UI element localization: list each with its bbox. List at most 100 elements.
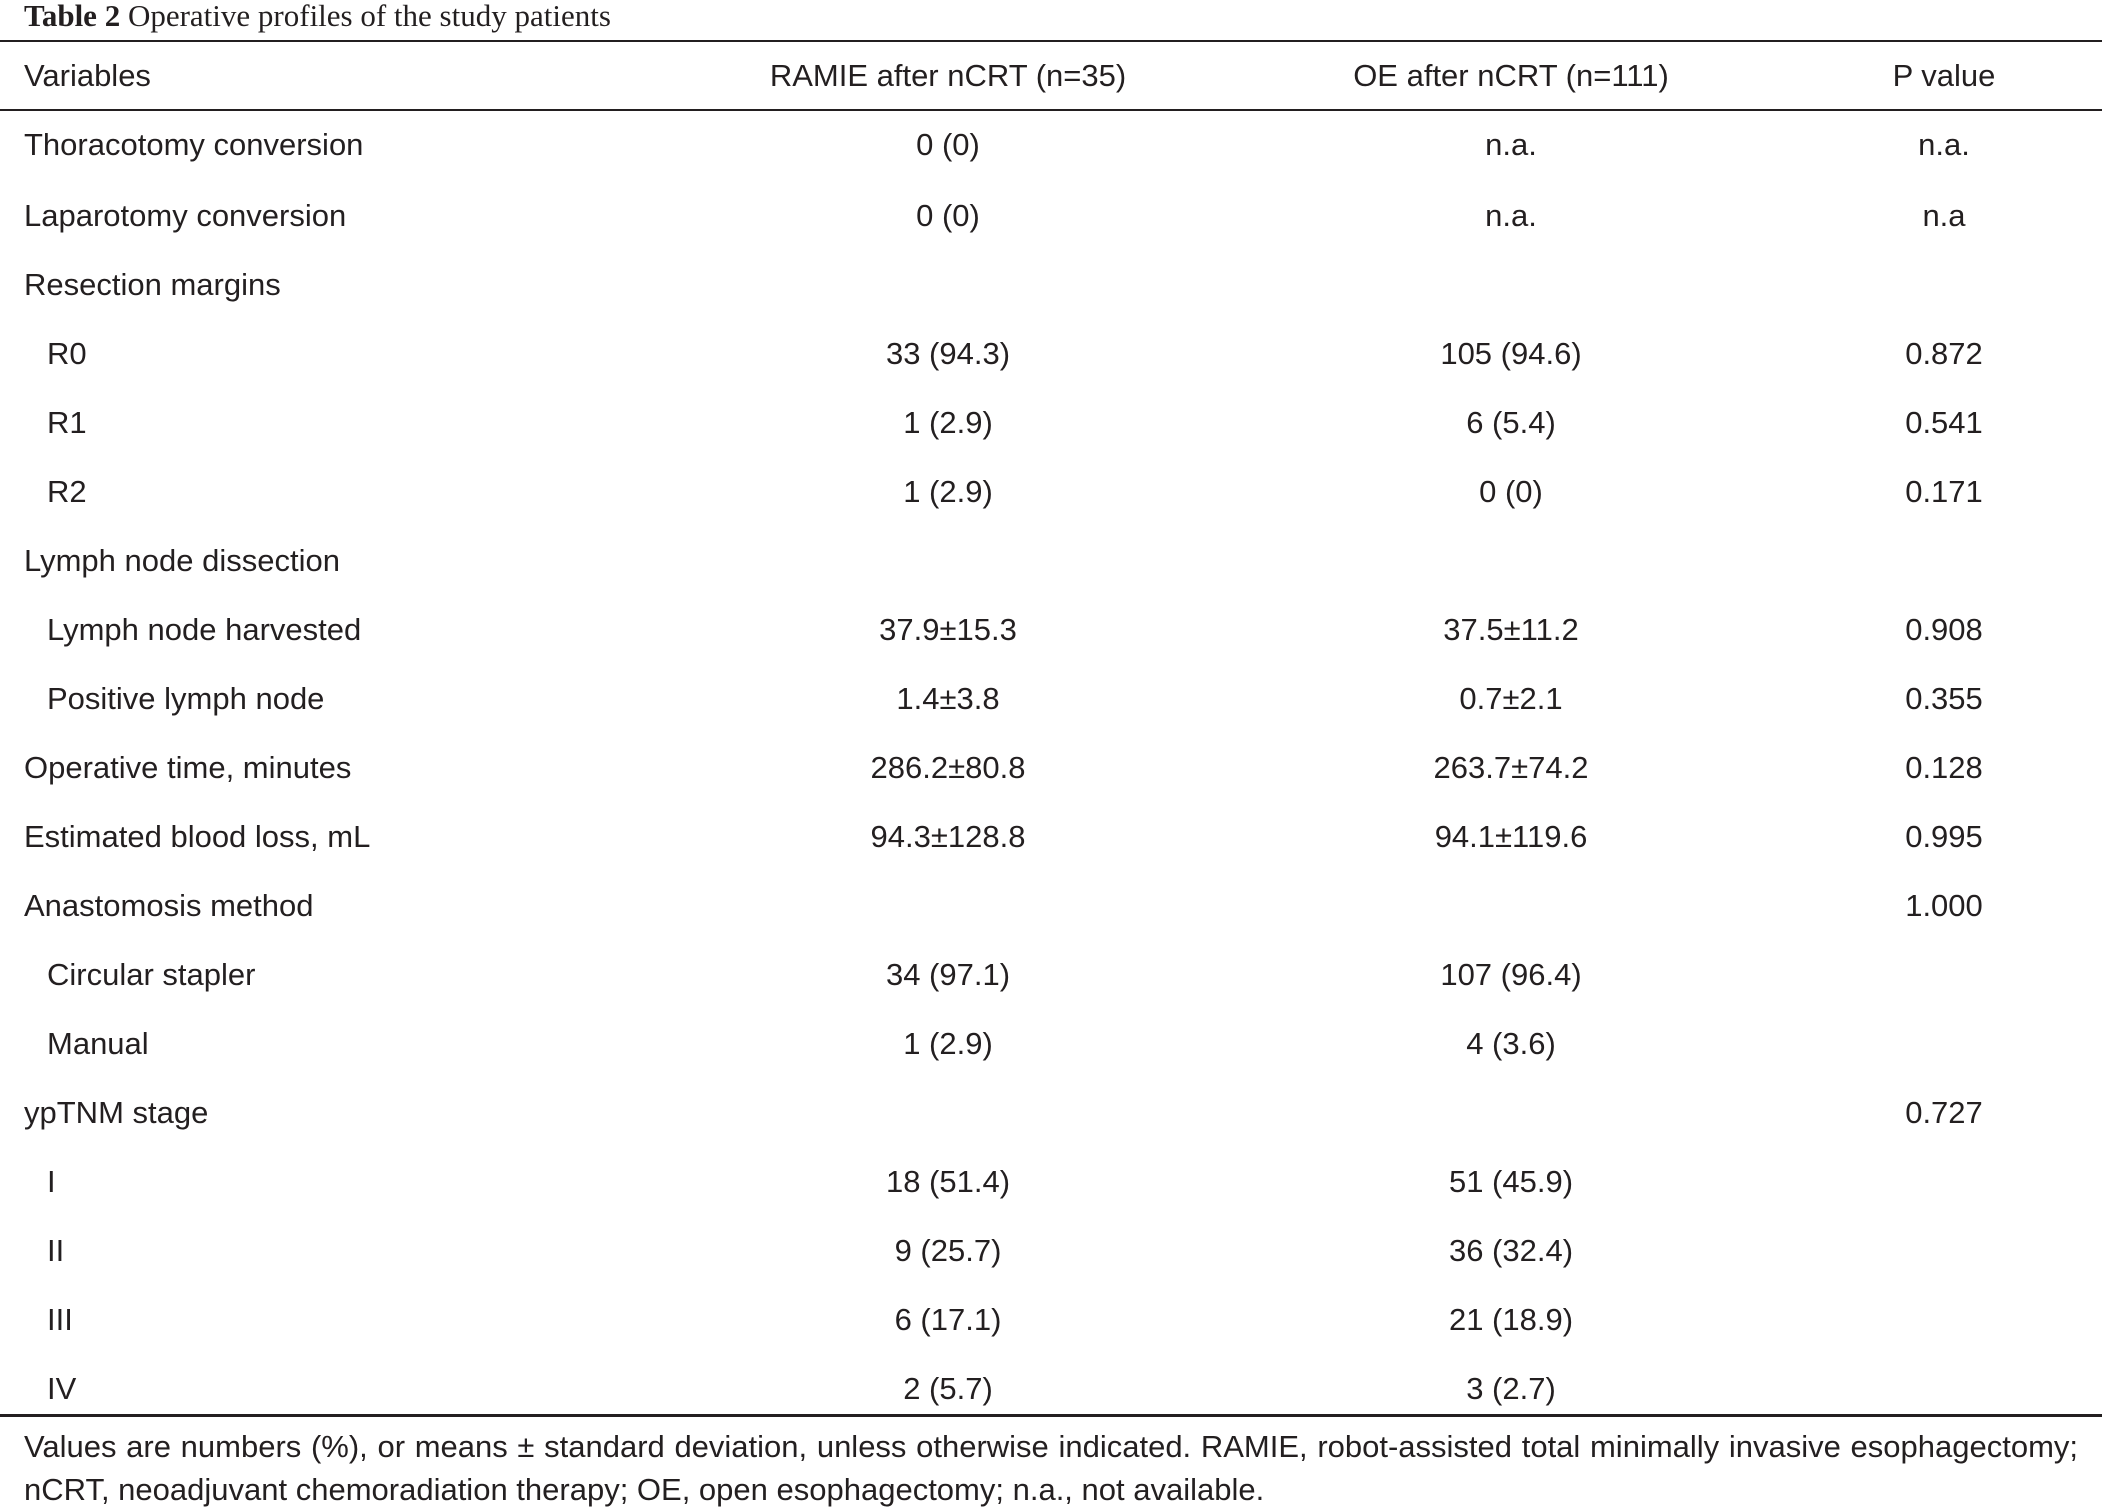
cell-oe: 37.5±11.2 xyxy=(1443,611,1579,647)
cell-ramie: 94.3±128.8 xyxy=(870,818,1026,854)
cell-oe: 21 (18.9) xyxy=(1448,1301,1574,1337)
operative-profiles-table: Variables RAMIE after nCRT (n=35) OE aft… xyxy=(0,42,2102,1423)
table-row: Circular stapler 34 (97.1) 107 (96.4) xyxy=(0,940,2102,1009)
cell-p-value xyxy=(1786,526,2102,595)
cell-variable: Operative time, minutes xyxy=(24,749,352,785)
cell-oe: 263.7±74.2 xyxy=(1433,749,1589,785)
cell-oe: 6 (5.4) xyxy=(1466,404,1556,440)
cell-p-value: 0.541 xyxy=(1905,404,1983,440)
header-oe: OE after nCRT (n=111) xyxy=(1353,57,1669,93)
cell-p-value xyxy=(1786,1285,2102,1354)
table-row: Anastomosis method 1.000 xyxy=(0,871,2102,940)
cell-p-value xyxy=(1786,1147,2102,1216)
table-caption-text: Operative profiles of the study patients xyxy=(127,0,611,33)
cell-ramie xyxy=(660,1078,1236,1147)
cell-ramie: 37.9±15.3 xyxy=(879,611,1017,647)
cell-oe: 0 (0) xyxy=(1479,473,1543,509)
cell-ramie: 286.2±80.8 xyxy=(870,749,1026,785)
cell-ramie: 1 (2.9) xyxy=(903,404,993,440)
table-row: Resection margins xyxy=(0,250,2102,319)
table-row: Lymph node harvested 37.9±15.3 37.5±11.2 0.… xyxy=(0,595,2102,664)
table-row: R0 33 (94.3) 105 (94.6) 0.872 xyxy=(0,319,2102,388)
table-row: Manual 1 (2.9) 4 (3.6) xyxy=(0,1009,2102,1078)
cell-ramie: 1 (2.9) xyxy=(903,1025,993,1061)
table-caption-label: Table 2 xyxy=(24,0,121,33)
table-caption: Table 2 Operative profiles of the study … xyxy=(24,0,611,36)
cell-ramie xyxy=(660,250,1236,319)
cell-variable: Lymph node harvested xyxy=(47,611,362,647)
cell-p-value xyxy=(1786,1009,2102,1078)
header-ramie: RAMIE after nCRT (n=35) xyxy=(769,57,1127,93)
cell-p-value: 0.355 xyxy=(1905,680,1983,716)
cell-p-value: n.a. xyxy=(1918,127,1970,162)
cell-variable: Lymph node dissection xyxy=(24,542,340,578)
cell-ramie: 33 (94.3) xyxy=(885,335,1011,371)
table-row: Positive lymph node 1.4±3.8 0.7±2.1 0.355 xyxy=(0,664,2102,733)
cell-p-value: 0.872 xyxy=(1905,335,1983,371)
table-row: Lymph node dissection xyxy=(0,526,2102,595)
cell-ramie xyxy=(660,871,1236,940)
cell-p-value: n.a xyxy=(1922,197,1966,233)
cell-variable: Estimated blood loss, mL xyxy=(24,818,371,854)
table-row: R1 1 (2.9) 6 (5.4) 0.541 xyxy=(0,388,2102,457)
cell-oe: 4 (3.6) xyxy=(1466,1025,1556,1061)
cell-oe: 94.1±119.6 xyxy=(1434,818,1588,854)
cell-ramie: 0 (0) xyxy=(916,197,980,233)
cell-oe xyxy=(1236,871,1786,940)
table-row: IV 2 (5.7) 3 (2.7) xyxy=(0,1354,2102,1423)
header-variables: Variables xyxy=(24,57,151,93)
cell-variable: II xyxy=(47,1232,65,1268)
cell-ramie: 18 (51.4) xyxy=(885,1163,1011,1199)
header-p-value: P value xyxy=(1892,57,1996,93)
table-header-row: Variables RAMIE after nCRT (n=35) OE aft… xyxy=(0,42,2102,109)
table-bottom-rule xyxy=(0,1414,2102,1417)
table-row: III 6 (17.1) 21 (18.9) xyxy=(0,1285,2102,1354)
table-row: Laparotomy conversion 0 (0) n.a. n.a xyxy=(0,181,2102,250)
cell-p-value: 0.128 xyxy=(1905,749,1983,785)
cell-p-value xyxy=(1786,1216,2102,1285)
cell-p-value: 0.908 xyxy=(1905,611,1983,647)
cell-variable: Manual xyxy=(47,1025,149,1061)
cell-ramie: 9 (25.7) xyxy=(894,1232,1002,1268)
table-row: Estimated blood loss, mL 94.3±128.8 94.1±1… xyxy=(0,802,2102,871)
cell-p-value xyxy=(1786,1354,2102,1423)
table-header-rule xyxy=(0,109,2102,111)
cell-p-value: 0.727 xyxy=(1905,1094,1983,1130)
cell-oe: 107 (96.4) xyxy=(1440,956,1582,992)
cell-oe xyxy=(1236,526,1786,595)
cell-oe: n.a. xyxy=(1485,197,1537,233)
cell-oe xyxy=(1236,1078,1786,1147)
cell-variable: R0 xyxy=(47,335,87,371)
cell-variable: III xyxy=(47,1301,73,1337)
cell-ramie: 0 (0) xyxy=(916,127,980,162)
cell-ramie: 2 (5.7) xyxy=(903,1370,993,1406)
cell-oe: 3 (2.7) xyxy=(1466,1370,1556,1406)
table-row: Operative time, minutes 286.2±80.8 263.7±7… xyxy=(0,733,2102,802)
cell-oe xyxy=(1236,250,1786,319)
cell-ramie: 1 (2.9) xyxy=(903,473,993,509)
cell-variable: Anastomosis method xyxy=(24,887,314,923)
table-row: I 18 (51.4) 51 (45.9) xyxy=(0,1147,2102,1216)
cell-variable: IV xyxy=(47,1370,77,1406)
table-row: R2 1 (2.9) 0 (0) 0.171 xyxy=(0,457,2102,526)
cell-ramie: 1.4±3.8 xyxy=(896,680,1000,716)
cell-ramie: 34 (97.1) xyxy=(885,956,1011,992)
cell-variable: Laparotomy conversion xyxy=(24,197,347,233)
cell-ramie xyxy=(660,526,1236,595)
cell-oe: 105 (94.6) xyxy=(1440,335,1582,371)
table-footnote: Values are numbers (%), or means ± stand… xyxy=(24,1429,2078,1507)
cell-variable: I xyxy=(47,1163,56,1199)
cell-p-value: 0.171 xyxy=(1905,473,1983,509)
cell-variable: R2 xyxy=(47,473,87,509)
cell-variable: ypTNM stage xyxy=(24,1094,209,1130)
cell-ramie: 6 (17.1) xyxy=(894,1301,1002,1337)
cell-variable: Resection margins xyxy=(24,266,281,302)
cell-p-value xyxy=(1786,940,2102,1009)
cell-oe: 36 (32.4) xyxy=(1448,1232,1574,1268)
cell-oe: 0.7±2.1 xyxy=(1459,680,1563,716)
cell-p-value: 1.000 xyxy=(1905,887,1983,923)
table-top-rule xyxy=(0,40,2102,42)
cell-p-value: 0.995 xyxy=(1905,818,1983,854)
table-body: Thoracotomy conversion 0 (0) n.a. n.a. Lapar… xyxy=(0,109,2102,1423)
cell-p-value xyxy=(1786,250,2102,319)
